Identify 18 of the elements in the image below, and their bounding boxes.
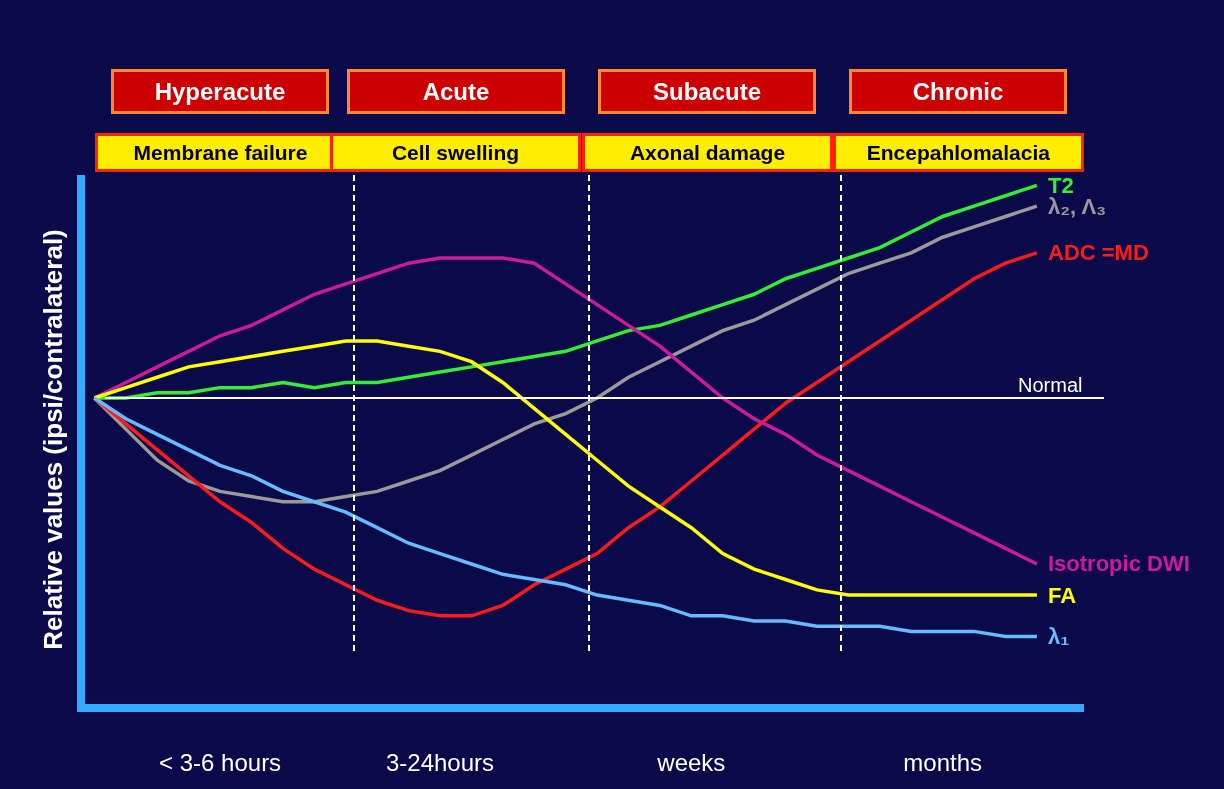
series-label: FA bbox=[1048, 583, 1077, 608]
x-tick-label: weeks bbox=[656, 748, 726, 776]
text: Acute bbox=[422, 78, 490, 105]
text: Encepahlomalacia bbox=[866, 141, 1051, 164]
text: Cell swelling bbox=[391, 141, 520, 164]
text: Axonal damage bbox=[629, 141, 786, 164]
x-tick-label: < 3-6 hours bbox=[159, 748, 282, 776]
x-tick-label: 3-24hours bbox=[385, 748, 495, 776]
series-label: ADC =MD bbox=[1048, 240, 1149, 265]
y-axis-title: Relative values (ipsi/contralateral) bbox=[37, 229, 68, 650]
text: Membrane failure bbox=[133, 141, 308, 164]
ref-line-label: Normal bbox=[1018, 374, 1083, 396]
x-tick-label: months bbox=[903, 748, 982, 776]
series-label: Isotropic DWI bbox=[1048, 551, 1190, 576]
text: Subacute bbox=[652, 78, 762, 105]
text: Hyperacute bbox=[154, 78, 286, 105]
text: Chronic bbox=[912, 78, 1004, 105]
series-label: λ₁ bbox=[1048, 624, 1070, 649]
